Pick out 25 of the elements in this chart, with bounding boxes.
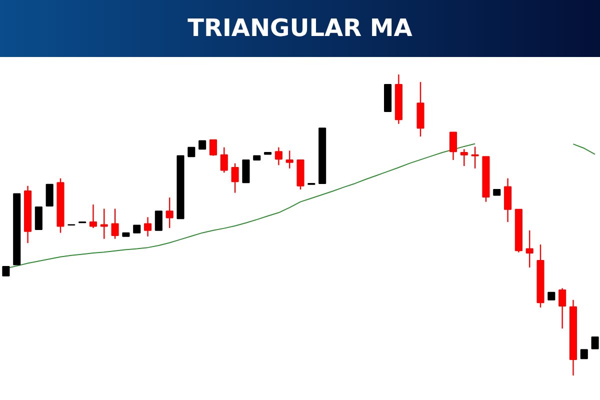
candlestick [274, 146, 282, 166]
chart-title: TRIANGULAR MA [0, 0, 600, 57]
candlestick [591, 336, 599, 350]
candlestick [188, 146, 196, 158]
candlestick [449, 132, 457, 161]
candlestick [89, 204, 97, 229]
candlestick [111, 208, 119, 240]
candlestick [220, 146, 228, 174]
candlestick [526, 230, 534, 268]
candlestick [100, 208, 108, 240]
candlestick [580, 349, 588, 360]
candlestick [144, 216, 152, 238]
candlestick [154, 210, 162, 231]
candlestick [460, 148, 468, 167]
candlestick [166, 197, 174, 229]
candlestick [231, 162, 239, 194]
candlestick [471, 146, 479, 170]
candlestick [286, 150, 294, 170]
candlestick [209, 139, 217, 156]
candlestick [504, 178, 512, 223]
candlestick [242, 159, 250, 184]
candlestick [34, 206, 42, 230]
candlestick [46, 184, 54, 207]
candlestick [2, 266, 10, 276]
candlestick [558, 288, 566, 330]
